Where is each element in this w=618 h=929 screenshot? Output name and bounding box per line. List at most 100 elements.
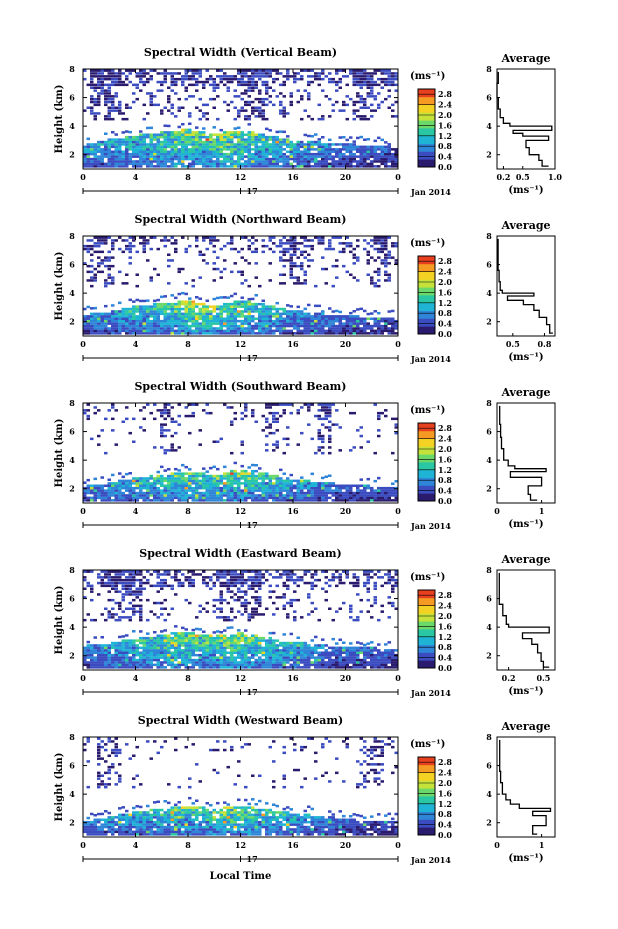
heatmap-cell bbox=[391, 322, 395, 325]
heatmap-cell bbox=[111, 157, 115, 161]
heatmap-cell bbox=[177, 327, 181, 330]
heatmap-cell bbox=[394, 72, 398, 75]
heatmap-cell bbox=[111, 131, 115, 134]
heatmap-cell bbox=[377, 279, 381, 282]
heatmap-cell bbox=[275, 135, 279, 139]
heatmap-cell bbox=[111, 406, 115, 409]
heatmap-cell bbox=[272, 411, 276, 415]
heatmap-cell bbox=[156, 496, 160, 500]
heatmap-cell bbox=[128, 138, 132, 141]
heatmap-cell bbox=[118, 327, 122, 330]
heatmap-cell bbox=[307, 143, 311, 146]
heatmap-cell bbox=[139, 157, 143, 161]
heatmap-cell bbox=[296, 327, 300, 330]
heatmap-cell bbox=[191, 472, 195, 475]
heatmap-cell bbox=[163, 570, 167, 573]
heatmap-cell bbox=[303, 69, 307, 72]
heatmap-cell bbox=[142, 80, 146, 84]
heatmap-cell bbox=[391, 162, 395, 166]
heatmap-cell bbox=[114, 148, 118, 151]
heatmap-cell bbox=[191, 162, 195, 166]
heatmap-cell bbox=[181, 491, 185, 495]
heatmap-cell bbox=[184, 414, 188, 418]
heatmap-cell bbox=[289, 157, 293, 161]
heatmap-cell bbox=[394, 486, 398, 490]
heatmap-cell bbox=[139, 307, 143, 311]
heatmap-cell bbox=[387, 143, 391, 146]
heatmap-cell bbox=[226, 75, 230, 78]
heatmap-cell bbox=[177, 469, 181, 472]
heatmap-cell bbox=[233, 300, 237, 303]
heatmap-cell bbox=[90, 329, 94, 333]
heatmap-cell bbox=[247, 77, 251, 81]
heatmap-cell bbox=[254, 294, 258, 297]
heatmap-cell bbox=[128, 491, 132, 495]
heatmap-cell bbox=[356, 100, 360, 104]
heatmap-cell bbox=[93, 112, 97, 115]
x-tick-label: 16 bbox=[287, 506, 299, 516]
heatmap-cell bbox=[317, 165, 321, 168]
heatmap-cell bbox=[349, 491, 353, 495]
heatmap-cell bbox=[205, 117, 209, 121]
heatmap-cell bbox=[254, 247, 258, 251]
heatmap-cell bbox=[370, 80, 374, 84]
heatmap-cell bbox=[268, 262, 272, 265]
heatmap-cell bbox=[321, 162, 325, 166]
heatmap-cell bbox=[345, 75, 349, 78]
heatmap-cell bbox=[202, 302, 206, 306]
heatmap-cell bbox=[111, 499, 115, 502]
heatmap-cell bbox=[289, 479, 293, 483]
heatmap-cell bbox=[205, 477, 209, 480]
heatmap-cell bbox=[184, 155, 188, 158]
heatmap-cell bbox=[272, 414, 276, 418]
heatmap-cell bbox=[181, 573, 185, 576]
heatmap-cell bbox=[86, 244, 90, 248]
heatmap-cell bbox=[111, 581, 115, 585]
heatmap-cell bbox=[142, 486, 146, 490]
heatmap-cell bbox=[139, 636, 143, 640]
heatmap-cell bbox=[275, 152, 279, 156]
heatmap-cell bbox=[153, 152, 157, 156]
heatmap-cell bbox=[254, 138, 258, 141]
heatmap-cell bbox=[251, 69, 255, 72]
heatmap-cell bbox=[244, 140, 248, 144]
heatmap-cell bbox=[167, 663, 171, 667]
x-tick-label: 4 bbox=[133, 172, 139, 182]
heatmap-cell bbox=[338, 143, 342, 146]
heatmap-cell bbox=[237, 109, 241, 112]
heatmap-cell bbox=[107, 89, 111, 92]
heatmap-cell bbox=[254, 494, 258, 497]
heatmap-cell bbox=[289, 244, 293, 248]
heatmap-cell bbox=[272, 242, 276, 245]
heatmap-cell bbox=[125, 160, 129, 163]
heatmap-cell bbox=[135, 140, 139, 144]
heatmap-cell bbox=[177, 138, 181, 141]
heatmap-cell bbox=[237, 112, 241, 115]
heatmap-cell bbox=[244, 100, 248, 104]
heatmap-cell bbox=[324, 484, 328, 487]
heatmap-cell bbox=[181, 148, 185, 151]
heatmap-cell bbox=[331, 494, 335, 497]
heatmap-cell bbox=[345, 322, 349, 325]
heatmap-cell bbox=[177, 307, 181, 311]
heatmap-cell bbox=[282, 95, 286, 98]
heatmap-cell bbox=[300, 496, 304, 500]
heatmap-cell bbox=[184, 133, 188, 136]
heatmap-cell bbox=[370, 486, 374, 490]
colorbar-segment bbox=[418, 423, 435, 432]
heatmap-cell bbox=[391, 109, 395, 112]
heatmap-cell bbox=[265, 477, 269, 480]
heatmap-cell bbox=[118, 270, 122, 274]
heatmap-cell bbox=[163, 75, 167, 78]
heatmap-cell bbox=[146, 578, 150, 582]
heatmap-cell bbox=[286, 324, 290, 328]
heatmap-cell bbox=[104, 491, 108, 495]
heatmap-cell bbox=[286, 482, 290, 485]
heatmap-cell bbox=[286, 315, 290, 318]
heatmap-cell bbox=[111, 100, 115, 104]
heatmap-cell bbox=[132, 143, 136, 146]
heatmap-cell bbox=[104, 145, 108, 149]
heatmap-cell bbox=[209, 83, 213, 87]
heatmap-cell bbox=[188, 300, 192, 303]
